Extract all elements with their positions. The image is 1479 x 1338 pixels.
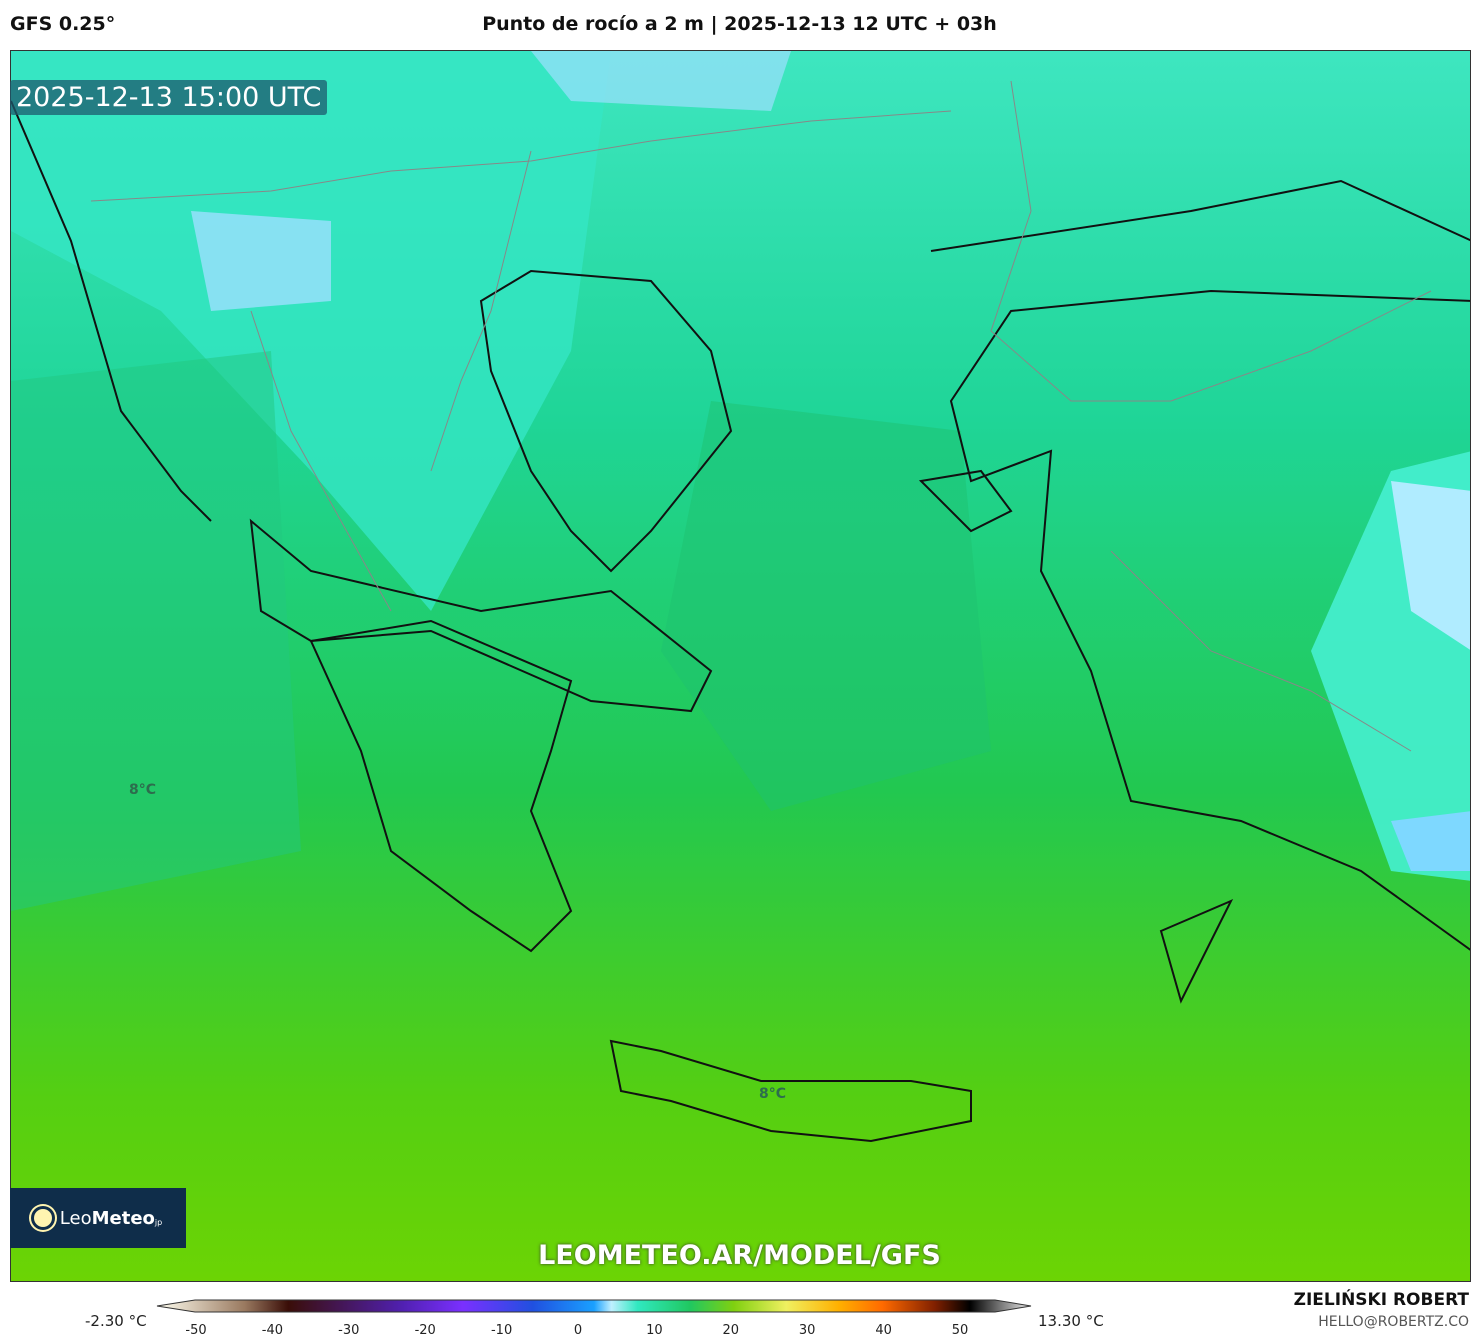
colorbar-tick-label: 10 — [646, 1323, 663, 1338]
dry-region — [191, 211, 331, 311]
colorbar-tick-label: 0 — [573, 1323, 583, 1338]
coastlines — [11, 100, 1470, 1143]
author-credit: ZIELIŃSKI ROBERT — [1293, 1290, 1469, 1310]
colorbar-tick-label: -50 — [185, 1323, 207, 1338]
colorbar-tick-label: 20 — [722, 1323, 740, 1338]
sun-icon — [33, 1209, 52, 1227]
weather-map: 8°C 8°C — [10, 50, 1471, 1282]
contour-label: 8°C — [129, 782, 157, 798]
model-name: GFS 0.25° — [10, 13, 116, 35]
valid-time-label: 2025-12-13 15:00 UTC — [10, 80, 328, 115]
colorbar-tick-label: 40 — [875, 1323, 892, 1338]
aegean-region — [661, 401, 991, 811]
dewpoint-field — [11, 51, 1470, 1281]
borders — [90, 80, 1432, 752]
colorbar — [156, 1299, 1032, 1313]
leometeo-logo[interactable]: Leo Meteo jp — [10, 1188, 186, 1248]
author-email[interactable]: HELLO@ROBERTZ.CO — [1318, 1314, 1469, 1330]
dry-region-southeast — [1391, 811, 1470, 871]
colorbar-max-label: 13.30 °C — [1038, 1312, 1104, 1330]
colorbar-min-label: -2.30 °C — [85, 1312, 147, 1330]
moist-region-north — [11, 51, 611, 611]
ionian-region — [11, 351, 301, 911]
chart-title: Punto de rocío a 2 m | 2025-12-13 12 UTC… — [482, 13, 997, 35]
contour-label: 8°C — [759, 1086, 787, 1102]
colorbar-tick-label: 50 — [951, 1323, 969, 1338]
colorbar-tick-label: -40 — [261, 1323, 284, 1338]
dry-region-north — [531, 51, 791, 111]
colorbar-tick-label: -20 — [414, 1323, 436, 1338]
colorbar-tick-label: 30 — [798, 1323, 816, 1338]
colorbar-tick-label: -10 — [490, 1323, 513, 1338]
watermark-url: LEOMETEO.AR/MODEL/GFS — [538, 1240, 941, 1271]
dry-region-east — [1391, 481, 1470, 650]
colorbar-tick-label: -30 — [338, 1323, 360, 1338]
